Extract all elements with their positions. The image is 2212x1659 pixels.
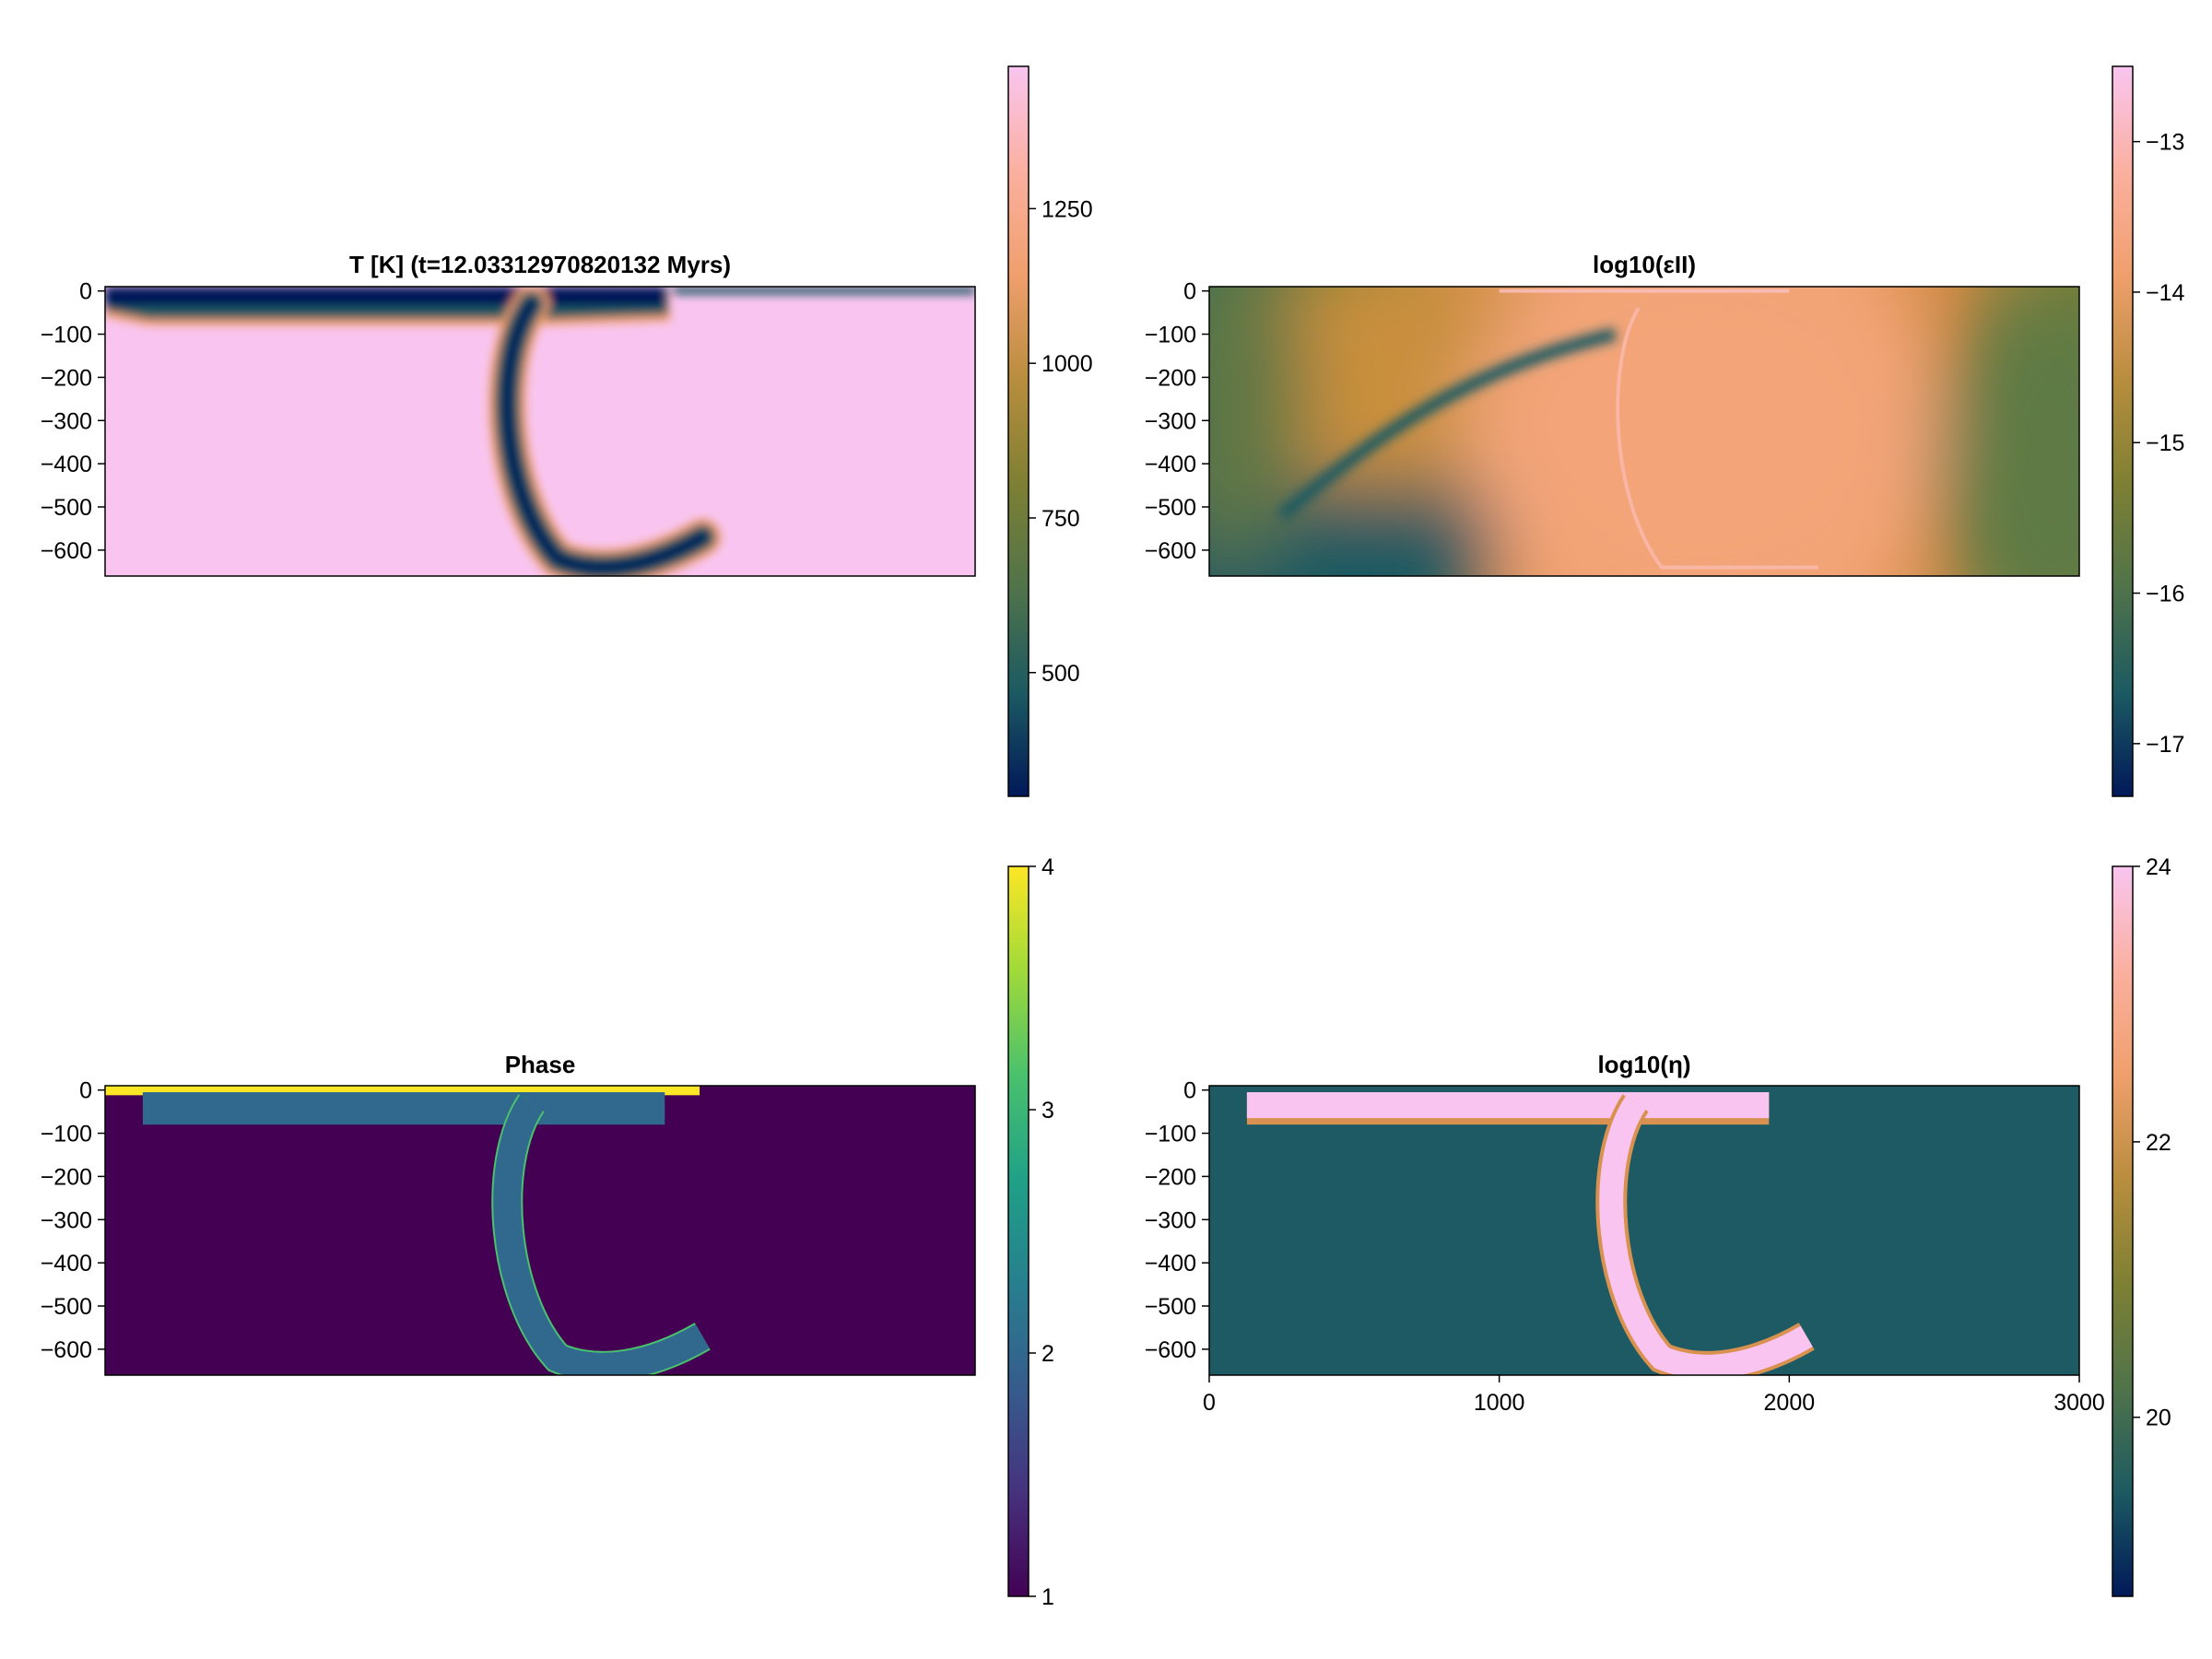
y-tick-label: −600 — [41, 538, 92, 564]
y-tick-label: −400 — [41, 452, 92, 477]
panel-title: log10(η) — [1597, 1051, 1690, 1078]
colorbar-tick-label: 2 — [1041, 1341, 1054, 1367]
y-tick-label: −100 — [41, 323, 92, 348]
y-tick-label: −200 — [1145, 365, 1196, 391]
y-tick-label: −500 — [1145, 1294, 1196, 1320]
y-tick-label: −200 — [41, 1164, 92, 1190]
panel-title: Phase — [505, 1051, 576, 1078]
y-tick-label: −300 — [41, 1207, 92, 1233]
colorbar-tick-label: 1250 — [1041, 196, 1093, 222]
y-tick-label: −500 — [41, 495, 92, 521]
panel-4: log10(η) 0 −100 −200 −300 −400 −500 −600 0 1000 20… — [1145, 854, 2171, 1597]
y-tick-label: −300 — [41, 408, 92, 434]
panel-title: T [K] (t=12.03312970820132 Myrs) — [349, 251, 731, 278]
colorbar-tick-label: 3 — [1041, 1098, 1054, 1124]
heatmap-field — [1209, 287, 2079, 576]
colorbar-tick-label: −14 — [2146, 280, 2185, 306]
colorbar-tick-label: −15 — [2146, 430, 2184, 456]
y-tick-label: −100 — [1145, 323, 1196, 348]
y-tick-label: −600 — [1145, 1337, 1196, 1363]
y-tick-label: −600 — [41, 1337, 92, 1363]
y-tick-label: 0 — [79, 279, 92, 305]
y-tick-label: 0 — [1183, 279, 1196, 305]
colorbar — [1007, 65, 1030, 797]
heatmap-field — [105, 1086, 975, 1375]
y-tick-label: 0 — [1183, 1078, 1196, 1104]
panel-3: Phase 0 −100 −200 −300 −400 −500 −600 1 2 3 4 — [41, 854, 1054, 1610]
y-tick-label: −500 — [41, 1294, 92, 1320]
heatmap-field — [105, 287, 975, 576]
y-tick-label: −500 — [1145, 495, 1196, 521]
y-tick-label: −200 — [41, 365, 92, 391]
colorbar-tick-label: 750 — [1041, 506, 1080, 532]
panel-2: log10(εII) 0 −100 −200 −300 −400 −500 −600 −17 −1… — [1145, 65, 2185, 797]
y-tick-label: −100 — [41, 1122, 92, 1147]
colorbar-tick-label: 4 — [1041, 854, 1054, 880]
colorbar-tick-label: 1 — [1041, 1584, 1054, 1610]
colorbar-tick-label: −17 — [2146, 732, 2184, 758]
colorbar-tick-label: 500 — [1041, 661, 1080, 687]
colorbar-tick-label: −16 — [2146, 582, 2184, 607]
y-tick-label: −300 — [1145, 408, 1196, 434]
axes-frame — [1208, 286, 2080, 577]
x-tick-label: 2000 — [1764, 1390, 1816, 1416]
panel-1: T [K] (t=12.03312970820132 Myrs) 0 −100 −20… — [41, 65, 1093, 797]
colorbar-tick-label: −13 — [2146, 130, 2184, 156]
colorbar-tick-label: 20 — [2146, 1406, 2171, 1431]
y-tick-label: −100 — [1145, 1122, 1196, 1147]
colorbar — [2112, 65, 2134, 797]
panel-title: log10(εII) — [1593, 251, 1696, 278]
x-tick-label: 1000 — [1474, 1390, 1525, 1416]
colorbar-tick-label: 24 — [2146, 854, 2171, 880]
heatmap-field — [1209, 1086, 2079, 1375]
y-tick-label: −400 — [41, 1251, 92, 1277]
colorbar-tick-label: 22 — [2146, 1130, 2171, 1156]
y-tick-label: −400 — [1145, 452, 1196, 477]
x-tick-label: 3000 — [2053, 1390, 2105, 1416]
y-tick-label: 0 — [79, 1078, 92, 1104]
y-tick-label: −300 — [1145, 1207, 1196, 1233]
y-tick-label: −400 — [1145, 1251, 1196, 1277]
colorbar-tick-label: 1000 — [1041, 351, 1093, 377]
y-tick-label: −200 — [1145, 1164, 1196, 1190]
axes-frame — [104, 1085, 976, 1376]
axes-frame — [1208, 1085, 2080, 1376]
x-tick-label: 0 — [1203, 1390, 1216, 1416]
axes-frame — [104, 286, 976, 577]
colorbar — [1007, 865, 1030, 1597]
colorbar — [2112, 865, 2134, 1597]
y-tick-label: −600 — [1145, 538, 1196, 564]
